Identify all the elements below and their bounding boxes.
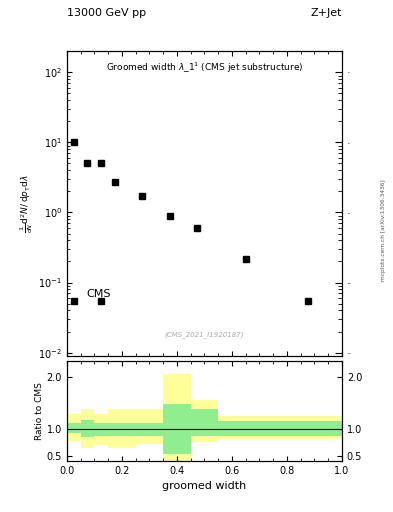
Text: (CMS_2021_I1920187): (CMS_2021_I1920187) bbox=[165, 331, 244, 337]
Text: 13000 GeV pp: 13000 GeV pp bbox=[67, 8, 146, 18]
Y-axis label: $\frac{1}{\mathrm{d}N}\mathrm{d}^2N /\,\mathrm{d}p_\mathrm{T}\mathrm{d}\lambda$: $\frac{1}{\mathrm{d}N}\mathrm{d}^2N /\,\… bbox=[19, 174, 35, 233]
Text: CMS: CMS bbox=[86, 289, 110, 299]
Bar bbox=[218, 416, 342, 439]
Bar bbox=[163, 404, 191, 455]
Bar bbox=[108, 423, 136, 436]
X-axis label: groomed width: groomed width bbox=[162, 481, 246, 491]
Bar bbox=[81, 409, 94, 447]
Bar bbox=[81, 420, 94, 437]
Bar bbox=[67, 414, 81, 441]
Bar bbox=[94, 423, 108, 436]
Bar bbox=[67, 423, 81, 434]
Bar bbox=[108, 409, 136, 447]
Bar bbox=[191, 400, 218, 442]
Bar bbox=[136, 409, 163, 444]
Bar bbox=[191, 409, 218, 436]
Bar bbox=[218, 421, 342, 436]
Y-axis label: Ratio to CMS: Ratio to CMS bbox=[35, 382, 44, 440]
Bar bbox=[136, 423, 163, 436]
Bar bbox=[163, 374, 191, 461]
Text: mcplots.cern.ch [arXiv:1306.3436]: mcplots.cern.ch [arXiv:1306.3436] bbox=[381, 180, 386, 281]
Bar bbox=[94, 414, 108, 445]
Text: Groomed width $\lambda\_1^1$ (CMS jet substructure): Groomed width $\lambda\_1^1$ (CMS jet su… bbox=[106, 60, 303, 75]
Text: Z+Jet: Z+Jet bbox=[310, 8, 342, 18]
